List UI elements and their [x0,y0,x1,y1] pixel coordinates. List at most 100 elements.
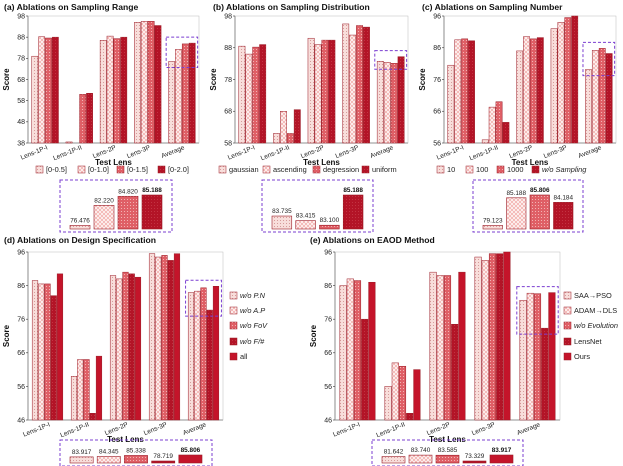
inset-bar [124,455,148,464]
bar [147,21,155,144]
bar [161,255,168,421]
bar [406,413,414,421]
bar [259,44,267,144]
inset-value-label: 78.719 [153,453,173,460]
bar [454,39,462,144]
bar [397,56,405,144]
y-axis-label: Score [209,68,218,91]
legend-entry: w/o P.N [240,291,266,300]
legend-entry: uniform [372,165,397,174]
y-tick-label: 58 [224,140,232,147]
x-tick-label: Lens-1P-II [59,421,90,439]
inset-value-label: 85.188 [343,187,363,194]
bar [95,355,103,421]
y-tick-label: 96 [433,13,441,20]
bar [516,50,524,144]
bar [188,42,196,144]
legend-swatch [361,165,370,174]
y-tick-label: 76 [17,317,25,324]
legend-swatch [157,165,166,174]
legend-entry: w/o A.P [240,306,265,315]
inset-bar [342,194,364,230]
bar [113,38,121,144]
y-axis-label: Score [2,324,11,347]
x-tick-label: Lens-1P-I [332,421,361,438]
inset-bar [69,225,91,230]
bar [120,36,128,144]
inset-value-label: 83.917 [492,447,512,454]
x-tick-label: Lens-1P-II [260,144,291,162]
y-tick-label: 76 [433,77,441,84]
chart-title: (c) Ablations on Sampling Number [422,2,563,12]
bar [502,122,510,144]
bar [273,133,280,144]
bar [503,251,511,421]
legend-swatch [229,337,238,346]
average-highlight-box [374,50,408,70]
bar [122,271,129,421]
inset-bar [553,202,574,230]
bar [413,369,421,421]
legend-entry: 100 [476,165,488,174]
x-tick-label: Average [516,421,542,437]
bar [526,292,534,421]
x-tick-label: Average [369,144,395,160]
legend-swatch [563,306,572,315]
y-tick-label: 68 [17,77,25,84]
bar [194,290,201,421]
bar [447,64,455,144]
inset-bar [408,454,433,464]
bar [339,285,347,421]
bar [206,309,213,421]
legend-swatch [563,291,572,300]
inset-bar [69,456,94,464]
bar [140,21,148,144]
legend-swatch [465,165,474,174]
x-axis-label: Test Lens [512,158,549,167]
bar [31,55,39,144]
legend-entry: degression [323,165,359,174]
legend-entry: ascending [273,165,307,174]
inset-value-label: 73.329 [465,453,485,460]
legend-entry: Ours [574,352,590,361]
inset-bar [381,456,406,464]
legend-entry: gaussian [229,165,259,174]
legend-entry: all [240,352,248,361]
x-tick-label: Lens-3P [471,421,497,437]
bar [99,40,107,144]
inset-box [59,439,213,466]
bar [31,280,39,421]
y-tick-label: 66 [17,350,25,357]
legend-swatch [218,165,227,174]
inset-box [371,439,524,466]
legend: gaussian ascending degression uniform [218,165,397,174]
inset-bar [529,194,550,230]
legend-swatch [229,291,238,300]
y-tick-label: 78 [17,56,25,63]
bar [286,133,294,144]
inset-value-label: 82.220 [94,197,114,204]
legend-entry: ADAM→DLS [574,306,617,315]
y-tick-label: 98 [17,13,25,20]
legend-swatch [35,165,44,174]
inset-bar [506,197,527,230]
legend-swatch [531,165,540,174]
x-axis-label: Test Lens [95,158,132,167]
bar [187,292,195,421]
x-tick-label: Average [182,421,208,437]
y-tick-label: 88 [17,35,25,42]
chart-title: (e) Ablations on EAOD Method [310,235,435,245]
bar [56,273,64,421]
bar [536,37,544,144]
bar [70,376,78,421]
chart-title: (d) Ablations on Design Specification [4,235,156,245]
legend-entry: LensNet [574,337,602,346]
bar [38,283,45,421]
inset-bar [271,215,293,230]
chart-title: (a) Ablations on Sampling Range [4,2,139,12]
legend-swatch [229,352,238,361]
bar [86,93,93,144]
x-tick-label: Lens-1P-II [375,421,406,439]
y-tick-label: 86 [433,45,441,52]
chart-b: (b) Ablations on Sampling Distribution 5… [209,2,409,233]
